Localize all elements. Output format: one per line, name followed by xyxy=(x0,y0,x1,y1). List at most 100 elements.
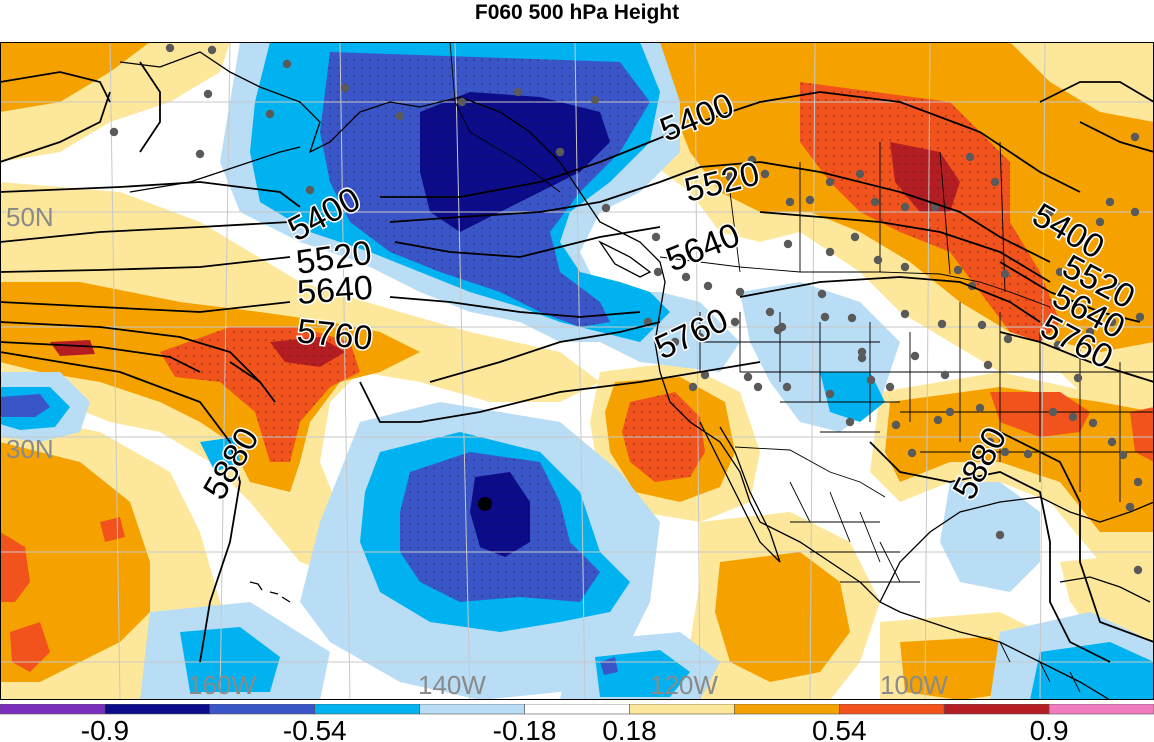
station-dot xyxy=(825,247,835,257)
station-dot xyxy=(937,319,947,329)
station-dot xyxy=(866,375,876,385)
anomaly-pos-mid-sw xyxy=(0,442,150,682)
anomaly-neg-mid-bottom1 xyxy=(180,627,280,692)
coastlines xyxy=(119,51,1154,700)
station-dot xyxy=(1000,269,1010,279)
station-dot xyxy=(1048,407,1058,417)
station-dot xyxy=(891,420,901,430)
station-dot xyxy=(965,152,975,162)
colorbar-boxes xyxy=(0,704,1154,715)
station-dot xyxy=(753,382,763,392)
station-dot xyxy=(555,147,565,157)
station-dot xyxy=(730,317,740,327)
station-dot xyxy=(977,320,987,330)
station-dot xyxy=(743,372,753,382)
station-dot xyxy=(265,109,275,119)
colorbar-box xyxy=(943,704,1050,715)
station-dot xyxy=(1088,418,1098,428)
colorbar-box xyxy=(838,704,945,715)
station-dot xyxy=(785,197,795,207)
colorbar-tick-label: -0.54 xyxy=(283,715,347,742)
station-dot xyxy=(395,111,405,121)
grid-labels: 50N 30N 160W 140W 120W 100W xyxy=(6,202,948,700)
station-dot xyxy=(995,530,1005,540)
station-dot xyxy=(653,267,663,277)
station-dot xyxy=(513,87,523,97)
station-dot xyxy=(695,332,705,342)
colorbar-box xyxy=(629,704,735,715)
anomaly-pos-strong-sw3 xyxy=(100,517,125,542)
station-dot xyxy=(783,239,793,249)
station-dot xyxy=(1133,477,1143,487)
station-dot xyxy=(725,172,735,182)
station-dot xyxy=(847,313,857,323)
low-center-marker xyxy=(478,497,492,511)
station-dot xyxy=(1125,502,1135,512)
colorbar-labels: -0.9 -0.54 -0.18 0.18 0.54 0.9 xyxy=(81,715,1069,742)
colorbar-tick-label: -0.18 xyxy=(493,715,557,742)
lon-label-120w: 120W xyxy=(650,670,718,700)
station-dot xyxy=(1045,207,1055,217)
station-dot xyxy=(1023,449,1033,459)
station-dot xyxy=(700,370,710,380)
station-dot xyxy=(900,202,910,212)
station-dot xyxy=(817,289,827,299)
station-dot xyxy=(1107,437,1117,447)
station-dot xyxy=(910,351,920,361)
station-dot xyxy=(990,177,1000,187)
anomaly-neg-strong-goa-dots xyxy=(320,52,650,327)
station-dot xyxy=(590,95,600,105)
station-dot xyxy=(773,325,783,335)
colorbar-tick-label: 0.54 xyxy=(812,715,867,742)
station-markers xyxy=(109,43,1145,575)
lon-label-140w: 140W xyxy=(418,670,486,700)
lon-label-100w: 100W xyxy=(880,670,948,700)
station-dot xyxy=(601,203,611,213)
station-dot xyxy=(735,287,745,297)
station-dot xyxy=(857,347,867,357)
station-dot xyxy=(1133,565,1143,575)
station-dot xyxy=(651,232,661,242)
station-dot xyxy=(340,83,350,93)
station-dot xyxy=(688,382,698,392)
anomaly-pos-mid-nw xyxy=(0,42,150,112)
station-dot xyxy=(945,407,955,417)
colorbar-box xyxy=(314,704,420,715)
station-dot xyxy=(457,97,467,107)
lat-label-50n: 50N xyxy=(6,202,54,232)
anomaly-neg-mid-bottom3 xyxy=(1030,642,1154,700)
station-dot xyxy=(1105,197,1115,207)
anomaly-neg-strong-center-dots xyxy=(400,452,600,602)
station-dot xyxy=(1130,207,1140,217)
station-dot xyxy=(1113,282,1123,292)
station-dot xyxy=(885,382,895,392)
station-dot xyxy=(1068,412,1078,422)
station-dot xyxy=(820,312,830,322)
contour-label-5640-west: 5640 xyxy=(296,269,374,312)
station-dot xyxy=(203,89,213,99)
height-anomaly-map: 5400 5520 5640 5760 5400 5520 5640 5760 … xyxy=(0,42,1154,700)
station-dot xyxy=(1073,373,1083,383)
colorbar-tick-label: -0.9 xyxy=(81,715,129,742)
station-dot xyxy=(845,417,855,427)
station-dot xyxy=(109,127,119,137)
station-dot xyxy=(805,195,815,205)
station-dot xyxy=(900,309,910,319)
station-dot xyxy=(1085,327,1095,337)
colorbar-box xyxy=(734,704,840,715)
colorbar-box xyxy=(524,704,630,715)
station-dot xyxy=(670,337,680,347)
anomaly-pos-strong-se2 xyxy=(1130,407,1154,462)
station-dot xyxy=(703,281,713,291)
anomaly-pos-mid-se xyxy=(885,387,1154,532)
colorbar-tick-label: 0.9 xyxy=(1030,715,1069,742)
station-dot xyxy=(850,232,860,242)
station-dot xyxy=(825,177,835,187)
station-dot xyxy=(953,265,963,275)
station-dot xyxy=(1055,267,1065,277)
anomaly-pos-strong-subtrop-dots xyxy=(160,327,360,462)
station-dot xyxy=(900,262,910,272)
station-dot xyxy=(760,169,770,179)
anomaly-pos-strong-sw2 xyxy=(10,622,50,672)
colorbar-box xyxy=(419,704,525,715)
